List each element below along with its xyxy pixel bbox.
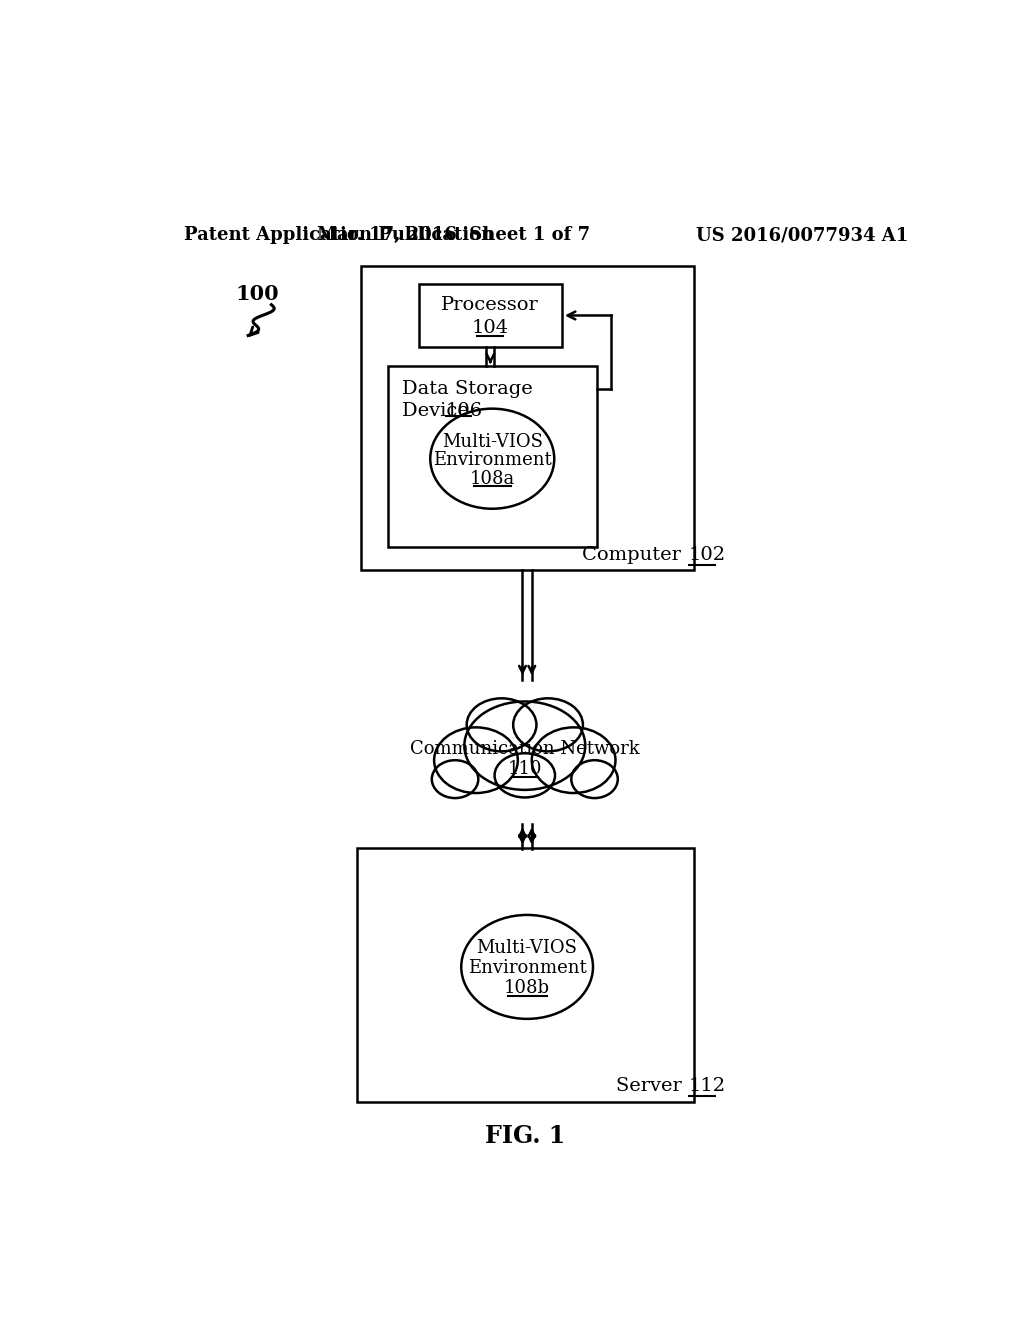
Text: 104: 104 (472, 319, 509, 337)
Bar (360, 267, 693, 570)
Text: Mar. 17, 2016  Sheet 1 of 7: Mar. 17, 2016 Sheet 1 of 7 (317, 226, 590, 244)
Text: Server: Server (615, 1077, 687, 1096)
Ellipse shape (430, 409, 554, 508)
Ellipse shape (531, 727, 615, 793)
Text: Computer: Computer (583, 546, 687, 564)
Text: 108a: 108a (470, 470, 515, 487)
Text: FIG. 1: FIG. 1 (484, 1125, 565, 1148)
Text: Multi-VIOS: Multi-VIOS (441, 433, 543, 450)
Text: Communication Network: Communication Network (410, 741, 640, 758)
Ellipse shape (495, 754, 555, 797)
Text: 102: 102 (689, 546, 726, 564)
Ellipse shape (461, 915, 593, 1019)
Text: Environment: Environment (433, 451, 552, 469)
Ellipse shape (467, 698, 537, 751)
Text: 112: 112 (689, 1077, 726, 1096)
Text: US 2016/0077934 A1: US 2016/0077934 A1 (696, 226, 908, 244)
Text: Patent Application Publication: Patent Application Publication (183, 226, 494, 244)
Ellipse shape (464, 701, 586, 789)
Text: 100: 100 (234, 284, 279, 304)
Text: Processor: Processor (441, 296, 540, 314)
Text: Multi-VIOS: Multi-VIOS (476, 940, 578, 957)
Text: Data Storage: Data Storage (401, 380, 532, 399)
Ellipse shape (571, 760, 617, 799)
Text: 110: 110 (508, 760, 542, 777)
Text: 108b: 108b (504, 978, 550, 997)
Ellipse shape (513, 698, 583, 751)
Ellipse shape (432, 760, 478, 799)
Text: 106: 106 (445, 403, 483, 421)
Bar (356, 847, 693, 1102)
Bar (419, 284, 562, 347)
Ellipse shape (434, 727, 518, 793)
Text: Device: Device (401, 403, 475, 421)
Text: Environment: Environment (468, 960, 587, 977)
Bar (388, 367, 597, 548)
